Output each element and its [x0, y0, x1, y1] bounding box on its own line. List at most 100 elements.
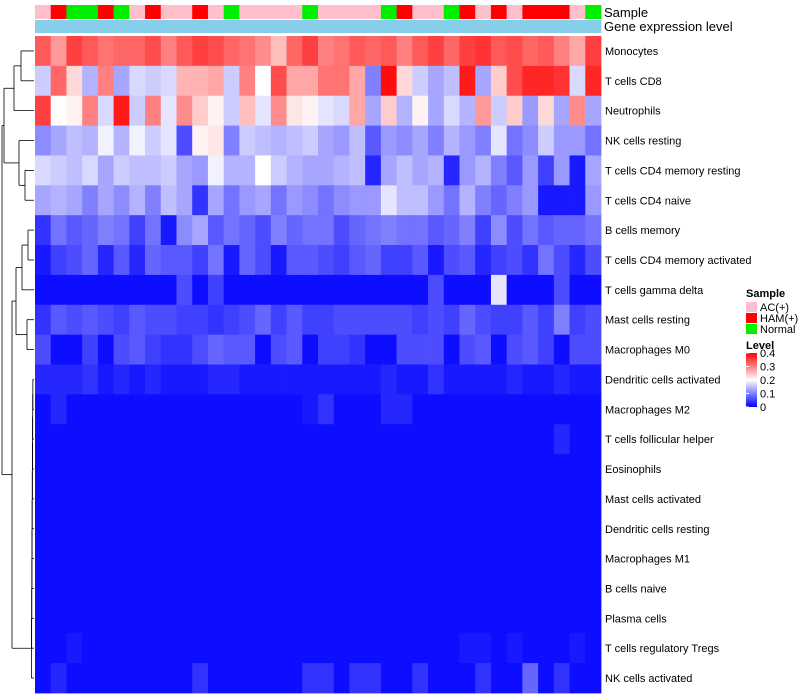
heatmap-cell — [349, 513, 366, 545]
heatmap-cell — [506, 304, 523, 336]
gene-expression-cell — [459, 20, 476, 33]
heatmap-cell — [475, 245, 492, 276]
gene-expression-cell — [538, 20, 555, 33]
heatmap-cell — [192, 394, 209, 425]
heatmap-cell — [585, 573, 602, 604]
heatmap-cell — [239, 185, 256, 216]
heatmap-cell — [66, 394, 83, 425]
heatmap-cell — [349, 334, 366, 365]
heatmap-cell — [302, 364, 319, 395]
heatmap-cell — [428, 663, 445, 694]
heatmap-cell — [50, 364, 67, 395]
heatmap-cell — [223, 274, 240, 306]
row-label: Macrophages M1 — [605, 554, 690, 566]
heatmap-cell — [223, 334, 240, 365]
heatmap-cell — [333, 65, 350, 97]
heatmap-cell — [113, 454, 130, 485]
heatmap-cell — [569, 155, 586, 186]
heatmap-cell — [192, 274, 209, 306]
heatmap-cell — [333, 36, 350, 67]
gene-expression-cell — [82, 20, 99, 33]
heatmap-cell — [365, 155, 382, 186]
heatmap-cell — [302, 125, 319, 156]
heatmap-cell — [66, 483, 83, 515]
heatmap-cell — [365, 424, 382, 455]
heatmap-cell — [396, 36, 413, 67]
heatmap-cell — [302, 454, 319, 485]
heatmap-cell — [475, 304, 492, 336]
heatmap-cell — [506, 65, 523, 97]
heatmap-cell — [522, 95, 539, 126]
heatmap-cell — [459, 125, 476, 156]
heatmap-cell — [145, 573, 162, 604]
sample-annotation-cell — [302, 5, 319, 19]
heatmap-cell — [412, 125, 429, 156]
heatmap-cell — [569, 603, 586, 634]
heatmap-cell — [207, 36, 225, 67]
heatmap-cell — [490, 603, 508, 634]
heatmap-cell — [50, 483, 67, 515]
heatmap-cell — [113, 633, 130, 664]
heatmap-cell — [553, 155, 570, 186]
gene-expression-cell — [50, 20, 67, 33]
heatmap-cell — [239, 483, 256, 515]
heatmap-cell — [522, 304, 539, 336]
heatmap-cell — [380, 274, 398, 306]
heatmap-cell — [129, 65, 146, 97]
heatmap-cell — [506, 155, 523, 186]
heatmap-cell — [82, 334, 99, 365]
heatmap-cell — [113, 334, 130, 365]
heatmap-cell — [459, 454, 476, 485]
heatmap-cell — [223, 36, 240, 67]
heatmap-cell — [129, 603, 146, 634]
heatmap-cell — [475, 513, 492, 545]
heatmap-cell — [412, 215, 429, 246]
heatmap-cell — [553, 454, 570, 485]
heatmap-cell — [207, 663, 225, 694]
heatmap-cell — [255, 274, 272, 306]
heatmap-cell — [223, 603, 240, 634]
heatmap-cell — [443, 603, 460, 634]
heatmap-cell — [35, 215, 52, 246]
heatmap-cell — [302, 573, 319, 604]
heatmap-cell — [428, 454, 445, 485]
sample-legend-swatch — [746, 302, 757, 312]
heatmap-cell — [459, 65, 476, 97]
heatmap-cell — [396, 424, 413, 455]
heatmap-cell — [412, 155, 429, 186]
heatmap-cell — [569, 394, 586, 425]
heatmap-cell — [553, 603, 570, 634]
heatmap-cell — [459, 215, 476, 246]
heatmap-cell — [553, 334, 570, 365]
heatmap-cell — [192, 245, 209, 276]
sample-annotation-cell — [396, 5, 413, 19]
heatmap-cell — [255, 603, 272, 634]
heatmap-cell — [35, 483, 52, 515]
heatmap-cell — [50, 394, 67, 425]
heatmap-cell — [349, 663, 366, 694]
heatmap-cell — [82, 394, 99, 425]
heatmap-cell — [475, 185, 492, 216]
heatmap-cell — [349, 573, 366, 604]
heatmap-cell — [380, 155, 398, 186]
row-label: B cells memory — [605, 225, 681, 237]
heatmap-cell — [113, 215, 130, 246]
heatmap-cell — [506, 663, 523, 694]
heatmap-cell — [145, 95, 162, 126]
heatmap-cell — [569, 573, 586, 604]
heatmap-cell — [223, 454, 240, 485]
heatmap-cell — [286, 394, 303, 425]
heatmap-cell — [35, 663, 52, 694]
gene-expression-cell — [97, 20, 115, 33]
heatmap-cell — [82, 513, 99, 545]
heatmap-cell — [506, 603, 523, 634]
heatmap-cell — [82, 543, 99, 574]
heatmap-cell — [443, 364, 460, 395]
heatmap-cell — [66, 95, 83, 126]
heatmap-cell — [35, 274, 52, 306]
heatmap-cell — [380, 424, 398, 455]
heatmap-cell — [286, 334, 303, 365]
heatmap-cell — [97, 36, 115, 67]
heatmap-cell — [428, 543, 445, 574]
